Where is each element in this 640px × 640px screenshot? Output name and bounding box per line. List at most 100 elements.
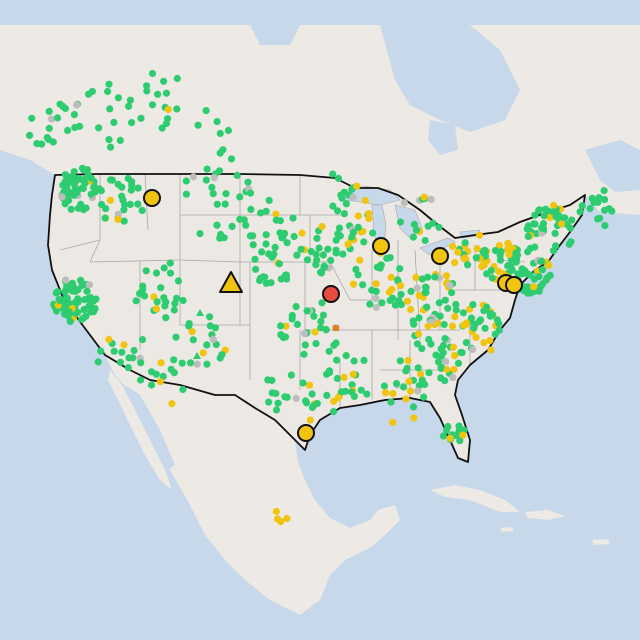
station-marker-ok[interactable] (397, 301, 405, 309)
station-marker-ok[interactable] (62, 294, 70, 302)
station-marker-ok[interactable] (400, 383, 408, 391)
station-marker-ok[interactable] (301, 341, 309, 349)
station-marker-inactive[interactable] (189, 173, 197, 181)
station-marker-ok[interactable] (342, 200, 350, 208)
station-marker-ok[interactable] (95, 124, 103, 132)
station-marker-ok[interactable] (342, 352, 350, 360)
station-marker-ok[interactable] (407, 287, 415, 295)
station-marker-warn[interactable] (389, 390, 397, 398)
station-marker-ok[interactable] (312, 250, 320, 259)
station-marker-ok[interactable] (568, 216, 576, 224)
station-marker-ok[interactable] (333, 356, 341, 364)
station-marker-ok[interactable] (159, 372, 167, 380)
station-marker-ok[interactable] (275, 260, 283, 268)
station-marker-ok[interactable] (45, 107, 53, 115)
station-marker-ok[interactable] (84, 295, 92, 303)
station-marker-ok[interactable] (178, 359, 186, 367)
station-marker-warn[interactable] (442, 272, 450, 280)
station-marker-ok[interactable] (137, 114, 145, 122)
station-marker-ok[interactable] (216, 129, 224, 138)
station-marker-ok[interactable] (410, 320, 418, 328)
station-marker-ok[interactable] (313, 234, 321, 242)
station-marker-ok[interactable] (289, 214, 297, 222)
station-marker-ok[interactable] (218, 351, 226, 359)
station-marker-ok[interactable] (297, 245, 305, 253)
station-marker-ok[interactable] (80, 175, 88, 183)
station-marker-ok[interactable] (359, 281, 367, 289)
station-marker-warn[interactable] (530, 283, 538, 291)
station-marker-ok[interactable] (441, 377, 449, 385)
station-marker-warn[interactable] (545, 261, 553, 269)
station-marker-ok[interactable] (527, 289, 535, 297)
station-marker-ok[interactable] (526, 244, 535, 252)
station-marker-warn[interactable] (414, 330, 423, 338)
station-marker-ok[interactable] (66, 317, 74, 325)
station-marker-ok[interactable] (28, 114, 36, 122)
station-marker-ok[interactable] (128, 119, 136, 127)
station-marker-ok[interactable] (182, 190, 190, 198)
station-marker-ok[interactable] (441, 296, 449, 304)
station-marker-ok[interactable] (242, 221, 250, 229)
station-marker-ok[interactable] (425, 369, 433, 377)
station-marker-ok[interactable] (288, 311, 296, 320)
station-marker-ok[interactable] (495, 326, 503, 334)
station-marker-ok[interactable] (203, 360, 211, 368)
station-marker-ok[interactable] (105, 136, 113, 144)
station-marker-ok[interactable] (194, 121, 202, 129)
station-marker-warn[interactable] (459, 431, 467, 439)
station-marker-ok[interactable] (299, 379, 307, 387)
station-marker-ok[interactable] (372, 287, 380, 295)
station-marker-ok[interactable] (219, 146, 227, 154)
station-marker-ok[interactable] (595, 194, 603, 202)
station-marker-ok[interactable] (366, 300, 374, 308)
station-marker-inactive[interactable] (210, 174, 218, 182)
station-marker-ok[interactable] (104, 87, 112, 96)
station-marker-ok[interactable] (538, 224, 546, 232)
station-marker-ok[interactable] (567, 238, 575, 246)
station-marker-warn[interactable] (365, 214, 373, 223)
station-marker-ok[interactable] (317, 269, 326, 277)
station-marker-ok[interactable] (83, 287, 91, 295)
station-marker-ok[interactable] (138, 336, 147, 344)
station-marker-ok[interactable] (524, 222, 533, 230)
station-marker-inactive[interactable] (193, 360, 201, 368)
station-marker-ok[interactable] (459, 309, 467, 317)
station-marker-ok[interactable] (56, 297, 64, 305)
station-marker-ok[interactable] (213, 200, 221, 208)
station-marker-ok[interactable] (173, 105, 181, 113)
station-marker-ok[interactable] (211, 324, 219, 332)
station-marker-ok[interactable] (82, 312, 90, 320)
station-marker-ok[interactable] (70, 174, 78, 182)
station-marker-warn[interactable] (356, 256, 364, 264)
station-marker-ok[interactable] (249, 232, 257, 240)
alert-circle-marker[interactable] (322, 285, 340, 303)
station-marker-warn[interactable] (396, 282, 405, 290)
station-marker-warn[interactable] (449, 343, 457, 351)
station-marker-warn[interactable] (506, 243, 514, 251)
station-marker-ok[interactable] (162, 89, 171, 97)
station-marker-ok[interactable] (437, 352, 445, 360)
station-marker-ok[interactable] (519, 270, 527, 278)
station-marker-ok[interactable] (327, 256, 335, 264)
station-marker-ok[interactable] (396, 357, 404, 365)
station-marker-ok[interactable] (542, 205, 550, 213)
station-marker-ok[interactable] (251, 255, 259, 263)
station-marker-ok[interactable] (391, 301, 400, 309)
station-marker-ok[interactable] (495, 319, 503, 327)
station-marker-ok[interactable] (421, 288, 429, 296)
station-marker-ok[interactable] (114, 94, 122, 102)
station-marker-warn[interactable] (156, 378, 164, 386)
station-marker-ok[interactable] (246, 189, 255, 197)
station-marker-ok[interactable] (276, 229, 284, 237)
station-marker-ok[interactable] (320, 263, 329, 271)
station-marker-ok[interactable] (130, 346, 138, 355)
station-marker-ok[interactable] (137, 359, 145, 367)
station-marker-ok[interactable] (354, 223, 362, 231)
station-marker-ok[interactable] (315, 244, 323, 252)
station-marker-warn[interactable] (105, 335, 113, 344)
station-marker-inactive[interactable] (349, 193, 357, 201)
station-marker-ok[interactable] (105, 80, 113, 88)
station-marker-ok[interactable] (293, 251, 301, 259)
station-marker-ok[interactable] (262, 231, 270, 239)
station-marker-ok[interactable] (110, 347, 118, 355)
